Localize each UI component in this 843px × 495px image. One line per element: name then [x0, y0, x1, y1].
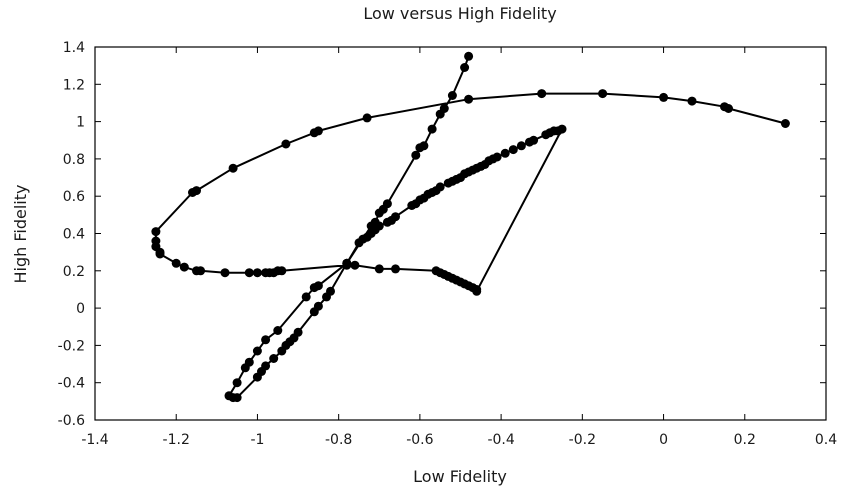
axis-ticks: -1.4 -1.2 -1 -0.8 -0.6 -0.4 -0.2 0 0.2 0.4 -0.6 -0.… — [58, 40, 838, 448]
data-point — [460, 63, 470, 72]
y-tick-label: 0.4 — [63, 227, 85, 243]
data-point — [281, 139, 291, 149]
data-point — [464, 94, 474, 104]
data-point — [179, 262, 189, 272]
data-point — [541, 130, 551, 140]
y-tick-label: 0.2 — [63, 264, 85, 280]
data-point — [354, 238, 364, 248]
data-point — [537, 89, 547, 99]
data-point — [500, 148, 510, 158]
data-point — [252, 268, 262, 278]
data-point — [411, 150, 421, 160]
x-tick-label: -0.4 — [487, 432, 514, 448]
y-tick-label: 1.4 — [63, 40, 85, 56]
data-point — [687, 96, 697, 106]
data-point — [188, 188, 197, 197]
y-tick-label: -0.2 — [58, 338, 85, 354]
data-point — [443, 178, 453, 188]
x-tick-label: -1 — [250, 432, 264, 448]
data-point — [780, 119, 790, 128]
data-point — [472, 286, 482, 296]
x-tick-label: 0.4 — [815, 432, 837, 448]
series-line — [154, 55, 786, 399]
data-point — [419, 141, 429, 151]
data-point — [322, 292, 331, 302]
data-point — [244, 268, 254, 278]
data-point — [151, 227, 161, 237]
data-point — [659, 92, 669, 102]
x-axis-title: Low Fidelity — [413, 467, 507, 486]
y-tick-label: 1 — [76, 115, 85, 131]
y-tick-label: -0.6 — [58, 413, 85, 429]
data-point — [277, 346, 287, 356]
data-point — [598, 89, 608, 99]
y-tick-label: 0.8 — [63, 152, 85, 168]
data-point — [220, 268, 230, 278]
data-point — [447, 91, 457, 100]
data-point — [464, 51, 474, 61]
x-tick-label: -0.6 — [406, 432, 433, 448]
x-tick-label: -0.2 — [569, 432, 596, 448]
data-point — [313, 281, 323, 291]
x-tick-label: 0.2 — [734, 432, 756, 448]
data-point — [508, 145, 518, 155]
data-point — [224, 391, 234, 401]
data-point — [350, 260, 360, 270]
plot-area — [94, 46, 827, 421]
y-tick-label: -0.4 — [58, 376, 85, 392]
data-point — [427, 124, 437, 134]
x-tick-label: -1.2 — [163, 432, 190, 448]
data-point — [196, 266, 206, 276]
x-tick-label: -0.8 — [325, 432, 352, 448]
x-tick-label: 0 — [659, 432, 668, 448]
data-point — [374, 264, 384, 274]
chart-title: Low versus High Fidelity — [363, 4, 556, 23]
data-point — [525, 137, 534, 147]
data-point — [382, 217, 392, 227]
data-point — [309, 128, 319, 138]
data-point — [155, 249, 165, 259]
data-point — [439, 104, 449, 113]
data-point — [407, 201, 417, 210]
data-point — [244, 357, 254, 367]
data-point — [362, 113, 372, 123]
data-point — [342, 258, 352, 268]
data-point — [370, 217, 380, 227]
data-point — [391, 264, 400, 274]
data-point — [261, 335, 271, 345]
data-point — [252, 372, 262, 382]
y-axis-title: High Fidelity — [11, 185, 30, 284]
data-point — [382, 199, 392, 209]
data-point — [269, 354, 279, 363]
data-point — [252, 346, 262, 356]
data-point — [516, 141, 526, 151]
y-tick-label: 0 — [76, 301, 85, 317]
data-point — [232, 378, 242, 388]
data-series — [151, 51, 790, 403]
y-tick-label: 1.2 — [63, 77, 85, 93]
data-point — [309, 307, 319, 317]
data-point — [301, 292, 311, 302]
data-point — [277, 266, 287, 276]
y-tick-label: 0.6 — [63, 189, 85, 205]
x-tick-label: -1.4 — [81, 432, 108, 448]
data-point — [720, 102, 729, 112]
data-point — [273, 326, 283, 335]
data-point — [171, 258, 181, 268]
data-point — [228, 163, 238, 173]
